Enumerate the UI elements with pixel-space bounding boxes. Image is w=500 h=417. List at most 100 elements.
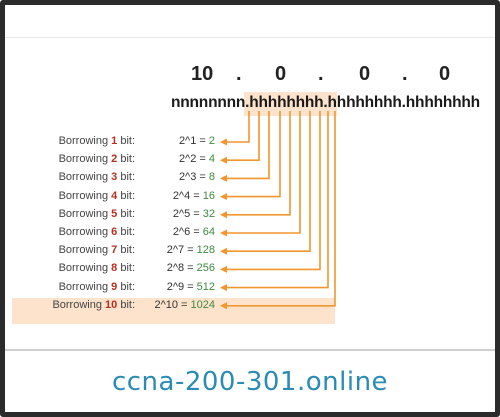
- row-label: Borrowing 4 bit:: [59, 190, 135, 202]
- ip-octet-3: 0: [359, 63, 371, 85]
- connector-line: [226, 111, 260, 161]
- row-formula: 2^5 = 32: [173, 208, 215, 220]
- arrowhead: [220, 174, 227, 182]
- row-label: Borrowing 7 bit:: [59, 244, 135, 256]
- arrowhead: [220, 193, 227, 201]
- row-label: Borrowing 9 bit:: [59, 281, 135, 293]
- connector-line: [226, 111, 321, 271]
- arrowhead: [220, 302, 227, 310]
- arrowhead: [220, 265, 227, 273]
- connector-line: [226, 111, 336, 307]
- row-result: 1024: [190, 298, 215, 311]
- row-label-suffix: bit:: [117, 207, 135, 220]
- row-expression: 2^3 =: [178, 171, 209, 184]
- row-bit-count: 8: [111, 262, 118, 275]
- borrowed-host-bits: hhhhhhhh.hh: [249, 94, 347, 111]
- row-label: Borrowing 3 bit:: [59, 171, 135, 183]
- bit-dot: .: [245, 94, 250, 111]
- row-formula: 2^1 = 2: [179, 135, 215, 147]
- remaining-host-bits: hhhhhh.hhhhhhhh: [346, 94, 480, 111]
- row-result: 128: [196, 244, 215, 257]
- row-result: 16: [202, 189, 215, 202]
- row-result: 256: [196, 262, 215, 275]
- row-expression: 2^4 =: [172, 189, 203, 202]
- last-row-highlight: [12, 298, 335, 324]
- row-bit-count: 2: [111, 153, 118, 166]
- row-bit-count: 6: [111, 226, 118, 238]
- top-divider: [5, 37, 495, 38]
- row-label-prefix: Borrowing: [52, 298, 106, 311]
- bit-pattern: nnnnnnnn.hhhhhhhh.hhhhhhhh.hhhhhhhh: [171, 94, 480, 112]
- row-label: Borrowing 8 bit:: [59, 262, 135, 274]
- row-label-prefix: Borrowing: [58, 207, 112, 220]
- row-result: 2: [208, 135, 215, 147]
- row-expression: 2^9 =: [166, 280, 197, 293]
- row-expression: 2^8 =: [166, 262, 197, 275]
- row-label-prefix: Borrowing: [58, 262, 112, 275]
- row-label-suffix: bit:: [117, 226, 135, 238]
- ip-dot-1: .: [236, 63, 242, 85]
- row-label-prefix: Borrowing: [58, 135, 112, 147]
- row-formula: 2^7 = 128: [167, 244, 215, 256]
- row-label-suffix: bit:: [117, 280, 135, 293]
- arrowhead: [220, 229, 227, 237]
- arrowhead: [220, 211, 227, 219]
- connector-line: [226, 111, 291, 216]
- row-label-suffix: bit:: [117, 135, 135, 147]
- row-bit-count: 7: [111, 244, 118, 257]
- row-bit-count: 4: [111, 189, 118, 202]
- row-label: Borrowing 6 bit:: [59, 226, 135, 238]
- row-label-prefix: Borrowing: [58, 189, 112, 202]
- row-label-suffix: bit:: [117, 153, 135, 166]
- row-result: 512: [196, 280, 215, 293]
- bottom-divider: [5, 349, 495, 351]
- row-result: 8: [208, 171, 215, 184]
- row-bit-count: 3: [111, 171, 118, 184]
- row-formula: 2^3 = 8: [179, 171, 215, 183]
- connector-line: [226, 111, 329, 289]
- row-expression: 2^2 =: [178, 153, 209, 166]
- row-expression: 2^5 =: [172, 207, 203, 220]
- row-expression: 2^7 =: [166, 244, 197, 257]
- ip-dot-2: .: [318, 63, 324, 85]
- network-bits: nnnnnnnn: [171, 94, 246, 111]
- row-bit-count: 5: [111, 207, 118, 220]
- connector-line: [226, 111, 281, 198]
- connector-line: [226, 111, 270, 180]
- row-label-suffix: bit:: [117, 262, 135, 275]
- row-result: 4: [208, 153, 215, 166]
- arrowhead: [220, 284, 227, 292]
- arrowhead: [220, 247, 227, 255]
- connector-line: [226, 111, 301, 234]
- row-label: Borrowing 2 bit:: [59, 153, 135, 165]
- row-label-suffix: bit:: [117, 298, 135, 311]
- brand-watermark: ccna-200-301.online: [111, 367, 389, 397]
- row-expression: 2^1 =: [178, 135, 209, 147]
- arrowhead: [220, 138, 227, 146]
- ip-address: 10 . 0 . 0 . 0: [5, 63, 495, 87]
- ip-octet-1: 10: [191, 63, 214, 85]
- row-label: Borrowing 5 bit:: [59, 208, 135, 220]
- row-result: 64: [202, 226, 215, 238]
- row-label-suffix: bit:: [117, 244, 135, 257]
- connector-line: [226, 111, 250, 143]
- row-formula: 2^2 = 4: [179, 153, 215, 165]
- row-formula: 2^10 = 1024: [154, 299, 215, 311]
- ip-octet-2: 0: [275, 63, 287, 85]
- row-label-suffix: bit:: [117, 189, 135, 202]
- arrow-connectors: [220, 111, 336, 310]
- row-bit-count: 1: [111, 135, 118, 147]
- ip-dot-3: .: [402, 63, 408, 85]
- row-label: Borrowing 10 bit:: [52, 299, 135, 311]
- row-formula: 2^9 = 512: [167, 281, 215, 293]
- row-label-prefix: Borrowing: [58, 280, 112, 293]
- row-label-suffix: bit:: [117, 171, 135, 184]
- row-label: Borrowing 1 bit:: [59, 135, 135, 147]
- row-formula: 2^8 = 256: [167, 262, 215, 274]
- row-label-prefix: Borrowing: [58, 226, 112, 238]
- row-bit-count: 10: [105, 298, 118, 311]
- row-label-prefix: Borrowing: [58, 153, 112, 166]
- row-expression: 2^10 =: [154, 298, 191, 311]
- row-expression: 2^6 =: [172, 226, 203, 238]
